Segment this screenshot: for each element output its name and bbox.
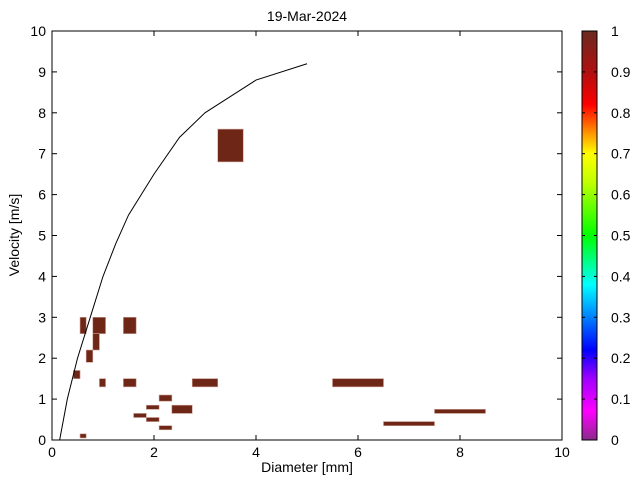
x-tick-label: 4 [252,444,260,460]
data-cells [73,128,486,439]
data-cell [85,349,94,363]
y-tick-label: 3 [38,309,46,325]
data-cell [146,417,160,422]
y-axis-label: Velocity [m/s] [6,194,22,276]
data-cell [434,409,486,414]
data-cell [133,413,147,418]
data-cell [146,404,160,410]
y-tick-label: 1 [38,391,46,407]
colorbar-tick-label: 0.8 [611,105,631,121]
data-cell [123,378,137,388]
y-ticks: 0 1 2 3 4 5 6 7 8 9 10 [30,23,562,448]
x-tick-label: 2 [150,444,158,460]
data-cell [383,421,435,426]
data-cell [92,333,100,351]
y-tick-label: 0 [38,432,46,448]
colorbar-ticks: 0 0.1 0.2 0.3 0.4 0.5 0.6 0.7 0.8 0.9 1 [582,23,631,448]
data-cell [158,394,173,402]
colorbar-tick-label: 0.1 [611,391,631,407]
y-tick-label: 7 [38,146,46,162]
x-tick-label: 6 [354,444,362,460]
x-tick-label: 10 [554,444,570,460]
y-tick-label: 2 [38,350,46,366]
data-cell [191,378,219,388]
y-tick-label: 9 [38,64,46,80]
x-axis-label: Diameter [mm] [261,459,353,475]
data-cell [158,425,173,431]
data-cell [79,316,87,334]
colorbar-tick-label: 0.7 [611,146,631,162]
reference-velocity-curve [59,63,308,441]
colorbar-tick-label: 0.3 [611,309,631,325]
y-tick-label: 6 [38,187,46,203]
colorbar-tick-label: 0.4 [611,268,631,284]
colorbar-tick-label: 0.6 [611,187,631,203]
y-tick-label: 10 [30,23,46,39]
data-cell [123,316,137,334]
y-tick-label: 4 [38,268,46,284]
colorbar-tick-label: 0 [611,432,619,448]
colorbar-tick-label: 0.5 [611,228,631,244]
data-cell [99,378,106,388]
colorbar-tick-label: 0.2 [611,350,631,366]
colorbar-tick-label: 0.9 [611,64,631,80]
data-cell [92,316,106,334]
x-tick-label: 0 [48,444,56,460]
y-tick-label: 8 [38,105,46,121]
data-cell [217,128,244,163]
data-cell [171,404,193,414]
data-cell [332,378,384,388]
data-cell [79,433,87,439]
x-ticks: 0 2 4 6 8 10 [48,31,570,460]
chart-title: 19-Mar-2024 [267,8,347,24]
x-tick-label: 8 [456,444,464,460]
y-tick-label: 5 [38,228,46,244]
colorbar-tick-label: 1 [611,23,619,39]
